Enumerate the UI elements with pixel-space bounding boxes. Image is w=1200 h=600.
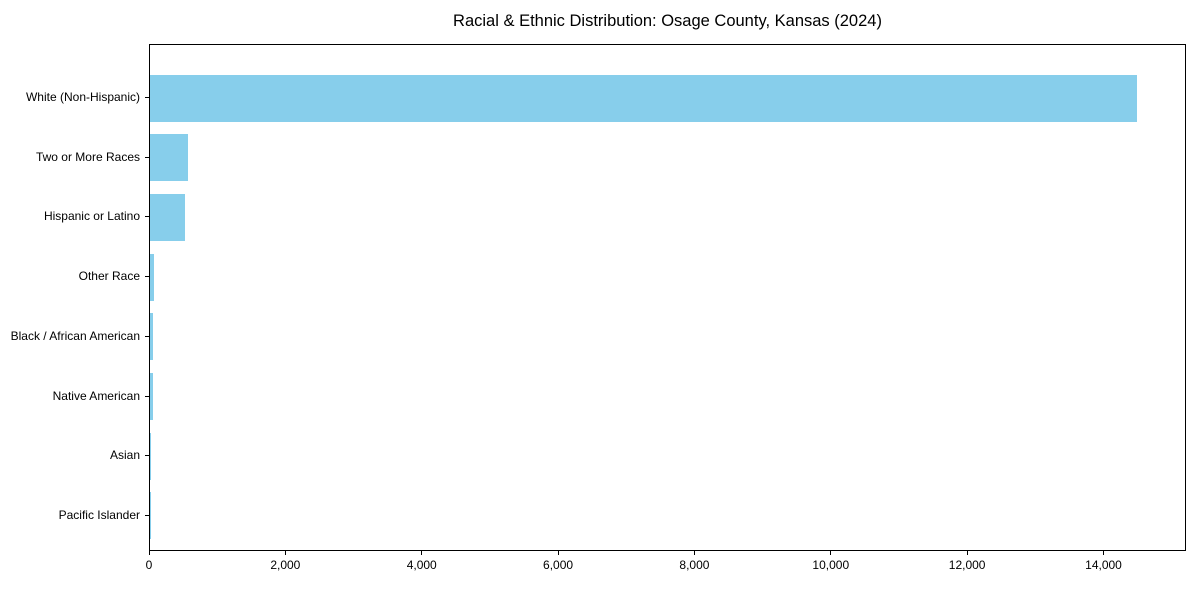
bar-white-non-hispanic — [150, 74, 1137, 122]
y-tick-label-other-race: Other Race — [78, 269, 140, 284]
y-tick-label-black-african-american: Black / African American — [10, 328, 140, 343]
x-tick-label-8000: 8,000 — [679, 558, 710, 572]
y-tick-mark-pacific-islander — [145, 514, 149, 516]
x-tick-label-12000: 12,000 — [948, 558, 986, 572]
x-tick-mark-12000 — [966, 551, 968, 555]
x-tick-mark-14000 — [1103, 551, 1104, 555]
y-tick-mark-white-non-hispanic — [145, 97, 149, 98]
y-tick-mark-two-or-more-races — [145, 156, 149, 158]
y-tick-mark-asian — [145, 455, 149, 457]
bar-native-american — [150, 373, 153, 420]
x-tick-mark-6000 — [557, 551, 559, 555]
y-tick-label-hispanic-or-latino: Hispanic or Latino — [43, 209, 140, 224]
y-tick-label-native-american: Native American — [52, 388, 140, 403]
x-tick-label-10000: 10,000 — [812, 558, 850, 572]
y-tick-mark-black-african-american — [145, 335, 149, 337]
x-tick-label-14000: 14,000 — [1085, 558, 1122, 572]
x-tick-mark-8000 — [693, 551, 695, 555]
bar-hispanic-or-latino — [150, 193, 186, 241]
x-tick-label-2000: 2,000 — [270, 558, 301, 572]
x-tick-label-4000: 4,000 — [406, 558, 437, 572]
y-tick-label-pacific-islander: Pacific Islander — [58, 507, 140, 522]
y-tick-label-white-non-hispanic: White (Non-Hispanic) — [25, 90, 140, 104]
chart-title: Racial & Ethnic Distribution: Osage Coun… — [453, 12, 882, 30]
x-tick-label-6000: 6,000 — [543, 558, 574, 572]
y-tick-mark-hispanic-or-latino — [145, 216, 149, 218]
y-tick-label-two-or-more-races: Two or More Races — [35, 149, 140, 164]
x-tick-mark-2000 — [284, 551, 286, 555]
x-tick-mark-4000 — [421, 551, 423, 555]
x-tick-mark-0 — [148, 551, 150, 555]
bar-other-race — [150, 253, 155, 301]
bar-asian — [150, 432, 152, 480]
x-tick-mark-10000 — [830, 551, 832, 555]
x-tick-label-0: 0 — [145, 558, 153, 572]
y-tick-mark-native-american — [145, 395, 149, 397]
bar-two-or-more-races — [150, 134, 188, 182]
plot-area — [149, 44, 1186, 551]
y-tick-label-asian: Asian — [109, 448, 140, 463]
bar-black-african-american — [150, 313, 153, 361]
y-tick-mark-other-race — [145, 276, 149, 278]
